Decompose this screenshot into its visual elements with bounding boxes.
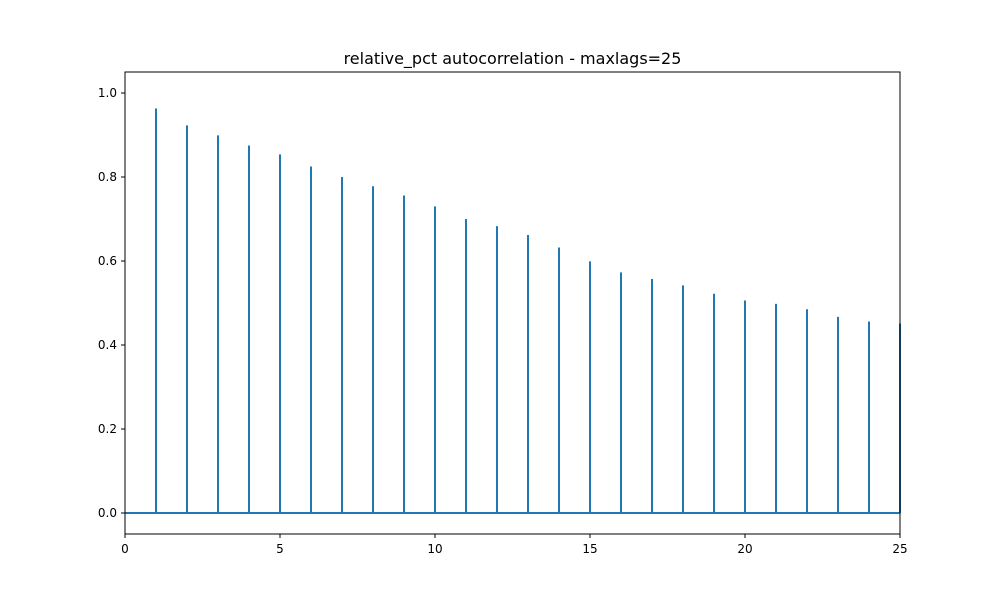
x-tick-label: 20 bbox=[737, 542, 752, 556]
y-axis: 0.0 0.2 0.4 0.6 0.8 1.0 bbox=[98, 86, 125, 520]
axes-frame bbox=[124, 71, 901, 535]
x-tick-label: 5 bbox=[276, 542, 284, 556]
y-tick-label: 0.0 bbox=[98, 506, 117, 520]
x-tick-label: 15 bbox=[582, 542, 597, 556]
y-tick-label: 0.2 bbox=[98, 422, 117, 436]
y-tick-label: 0.6 bbox=[98, 254, 117, 268]
chart-title: relative_pct autocorrelation - maxlags=2… bbox=[344, 49, 682, 69]
x-axis: 0 5 10 15 20 25 bbox=[121, 534, 908, 556]
y-tick-label: 1.0 bbox=[98, 86, 117, 100]
plot-area bbox=[125, 108, 901, 514]
y-tick-label: 0.4 bbox=[98, 338, 117, 352]
x-tick-label: 25 bbox=[892, 542, 907, 556]
x-tick-label: 10 bbox=[427, 542, 442, 556]
y-tick-label: 0.8 bbox=[98, 170, 117, 184]
x-tick-label: 0 bbox=[121, 542, 129, 556]
